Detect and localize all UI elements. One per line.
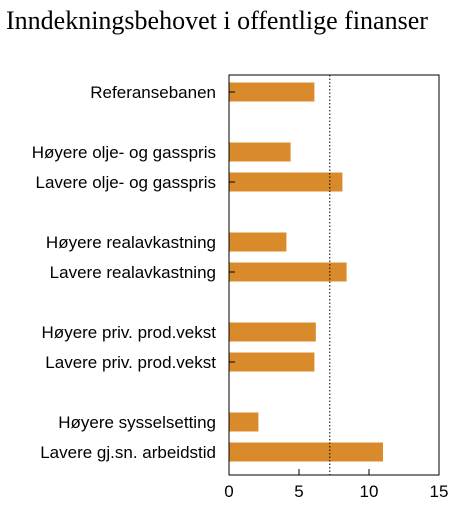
- category-label-7: Høyere sysselsetting: [58, 413, 216, 432]
- category-label-4: Lavere realavkastning: [50, 263, 216, 282]
- bar-7: [229, 412, 259, 432]
- category-label-1: Høyere olje- og gasspris: [32, 143, 216, 162]
- chart-title: Inndekningsbehovet i offentlige finanser: [6, 6, 428, 35]
- plot-frame: [228, 74, 440, 476]
- x-tick-label-2: 10: [360, 482, 379, 501]
- category-label-2: Lavere olje- og gasspris: [36, 173, 216, 192]
- category-label-6: Lavere priv. prod.vekst: [45, 353, 216, 372]
- category-label-3: Høyere realavkastning: [46, 233, 216, 252]
- x-tick-label-0: 0: [224, 482, 233, 501]
- bar-6: [229, 352, 315, 372]
- category-label-5: Høyere priv. prod.vekst: [42, 323, 217, 342]
- bar-4: [229, 262, 347, 282]
- bar-8: [229, 442, 383, 462]
- bar-3: [229, 232, 287, 252]
- category-label-8: Lavere gj.sn. arbeidstid: [40, 443, 216, 462]
- x-tick-label-1: 5: [294, 482, 303, 501]
- x-tick-label-3: 15: [430, 482, 449, 501]
- category-label-0: Referansebanen: [90, 83, 216, 102]
- bar-0: [229, 82, 315, 102]
- bar-2: [229, 172, 343, 192]
- bar-5: [229, 322, 316, 342]
- bar-1: [229, 142, 291, 162]
